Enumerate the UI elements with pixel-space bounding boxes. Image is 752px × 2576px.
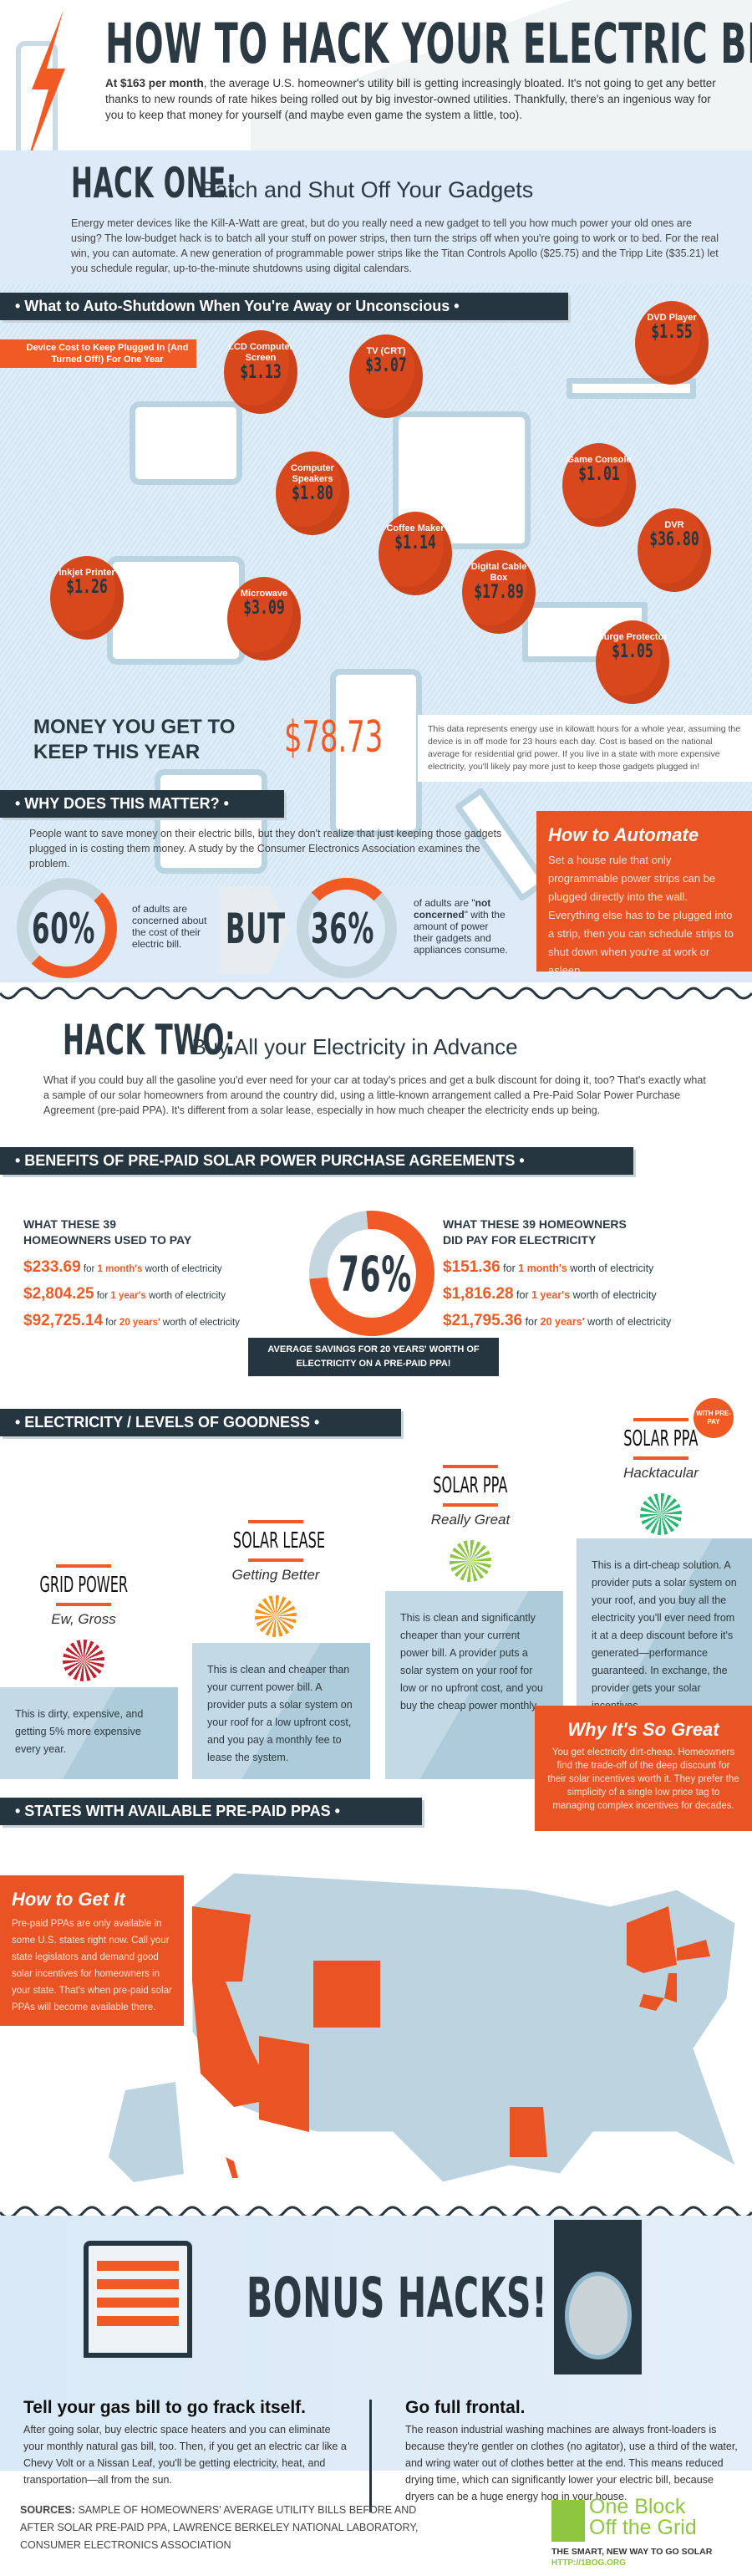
solar-ppa-card: This is clean and significantly cheaper … (385, 1591, 563, 1779)
us-map (109, 1872, 736, 2183)
bonus-right: Go full frontal. The reason industrial w… (405, 2398, 738, 2502)
with-prepay-badge: WITH PRE-PAY (694, 1398, 734, 1438)
state-maryland (639, 1994, 664, 2011)
device-bubble: TV (CRT) $3.07 (349, 334, 423, 418)
state-massachusetts (677, 1940, 710, 1961)
device-bubble: LCD Computer Screen $1.13 (224, 330, 297, 414)
cost-label: Device Cost to Keep Plugged In (And Turn… (0, 339, 196, 368)
state-california (192, 1982, 276, 2107)
why-so-great-box: Why It's So Great You get electricity di… (535, 1706, 752, 1831)
how-to-get-it-box: How to Get It Pre-paid PPAs are only ava… (0, 1875, 184, 2026)
solar-ppa-prepay-card: This is a dirt-cheap solution. A provide… (577, 1538, 752, 1711)
coffee-maker-illustration (330, 669, 422, 836)
stat-36-text: of adults are "not concerned" with the a… (414, 897, 508, 956)
money-value: $78.73 (284, 712, 384, 763)
used-to-pay-list: $233.69 for 1 month's worth of electrici… (23, 1258, 240, 1329)
wave-divider (0, 987, 752, 1000)
state-louisiana (510, 2107, 547, 2157)
main-title: HOW TO HACK YOUR ELECTRIC BILL (105, 12, 752, 76)
space-heater-icon (84, 2241, 192, 2358)
benefits-banner: • BENEFITS OF PRE-PAID SOLAR POWER PURCH… (0, 1147, 633, 1175)
level-solar-ppa: SOLAR PPA Really Great (399, 1460, 541, 1594)
bonus-title: BONUS HACKS! (246, 2266, 548, 2330)
stat-60: 60% (32, 905, 96, 953)
device-bubble: Surge Protector $1.05 (596, 620, 669, 704)
auto-shutdown-banner: • What to Auto-Shutdown When You're Away… (0, 293, 568, 320)
starburst-red-icon (63, 1640, 104, 1681)
printer-illustration (107, 556, 245, 665)
hack-one-section: HACK ONE: Batch and Shut Off Your Gadget… (0, 150, 752, 982)
level-grid-power: GRID POWER Ew, Gross (13, 1559, 155, 1693)
state-new-jersey (664, 1973, 677, 2002)
starburst-lightgreen-icon (450, 1540, 491, 1582)
hack-one-body: Energy meter devices like the Kill-A-Wat… (71, 217, 719, 274)
did-pay-title: WHAT THESE 39 HOMEOWNERS DID PAY FOR ELE… (443, 1217, 627, 1247)
savings-pct: 76% (338, 1246, 412, 1303)
us-map-base (191, 1872, 736, 2183)
state-arizona (259, 2036, 309, 2132)
state-oregon (192, 1906, 251, 1982)
monitor-illustration (130, 401, 242, 485)
starburst-orange-icon (255, 1595, 297, 1637)
solar-lease-card: This is clean and cheaper than your curr… (192, 1643, 370, 1779)
device-bubble: Inkjet Printer $1.26 (50, 556, 124, 640)
hack-two-heading: HACK TWO: Buy All your Electricity in Ad… (63, 1016, 518, 1064)
device-bubble: DVD Player $1.55 (635, 301, 709, 385)
state-new-york (627, 1906, 677, 1973)
microwave-illustration (155, 769, 267, 874)
did-pay-list: $151.36 for 1 month's worth of electrici… (443, 1258, 672, 1329)
hack-one-heading: HACK ONE: Batch and Shut Off Your Gadget… (71, 159, 534, 207)
state-colorado (313, 1961, 380, 2028)
sources: SOURCES: SAMPLE OF HOMEOWNERS' AVERAGE U… (20, 2504, 419, 2551)
logo-text: One Block Off the Grid (589, 2495, 697, 2539)
tagline: THE SMART, NEW WAY TO GO SOLAR (551, 2547, 713, 2557)
header: HOW TO HACK YOUR ELECTRIC BILL At $163 p… (0, 0, 752, 169)
money-label: MONEY YOU GET TO KEEP THIS YEAR (33, 716, 236, 763)
why-body: People want to save money on their elect… (29, 828, 502, 870)
data-note: This data represents energy use in kilow… (418, 715, 752, 782)
states-banner: • STATES WITH AVAILABLE PRE-PAID PPAS • (0, 1798, 422, 1825)
intro-text: At $163 per month, the average U.S. home… (105, 77, 716, 121)
but-label: BUT (226, 905, 286, 953)
device-bubble: Game Console $1.01 (562, 443, 636, 527)
how-to-automate-box: How to Automate Set a house rule that on… (536, 811, 752, 977)
device-bubble: Computer Speakers $1.80 (276, 451, 349, 535)
level-solar-ppa-prepay: SOLAR PPA Hacktacular (590, 1413, 732, 1547)
device-bubble: Digital Cable Box $17.89 (462, 550, 536, 634)
device-bubble: Microwave $3.09 (227, 577, 301, 661)
bonus-section: BONUS HACKS! Tell your gas bill to go fr… (0, 2216, 752, 2512)
levels-banner: • ELECTRICITY / LEVELS OF GOODNESS • (0, 1409, 401, 1436)
state-alaska (109, 2082, 184, 2182)
logo-icon (551, 2500, 585, 2542)
level-solar-lease: SOLAR LEASE Getting Better (205, 1515, 347, 1649)
state-hawaii (226, 2157, 238, 2178)
device-bubble: DVR $36.80 (638, 508, 711, 592)
divider (369, 2400, 372, 2512)
grid-power-card: This is dirty, expensive, and getting 5%… (0, 1687, 178, 1779)
stat-60-text: of adults are concerned about the cost o… (132, 903, 207, 950)
washing-machine-icon (554, 2220, 642, 2375)
savings-caption: AVERAGE SAVINGS FOR 20 YEARS' WORTH OF E… (248, 1338, 499, 1376)
logo-url[interactable]: HTTP://1BOG.ORG (551, 2558, 626, 2568)
hack-two-body: What if you could buy all the gasoline y… (43, 1074, 706, 1116)
bonus-left: Tell your gas bill to go frack itself. A… (23, 2398, 347, 2486)
lightning-bolt-icon (16, 10, 65, 169)
why-banner: • WHY DOES THIS MATTER? • (0, 790, 284, 818)
device-bubble: Coffee Maker $1.14 (379, 512, 452, 595)
starburst-green-icon (640, 1493, 682, 1535)
stat-36: 36% (311, 905, 375, 953)
used-to-pay-title: WHAT THESE 39 HOMEOWNERS USED TO PAY (23, 1217, 192, 1247)
